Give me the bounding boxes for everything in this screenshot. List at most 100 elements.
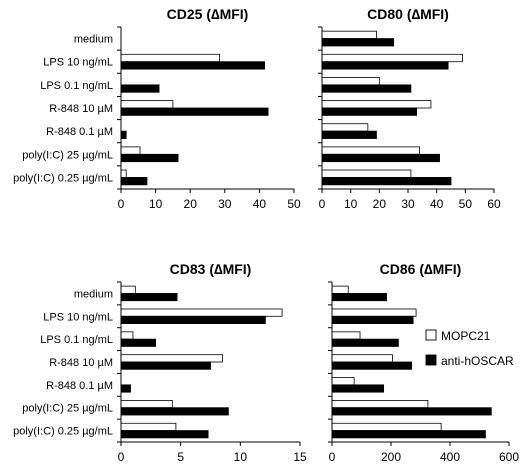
bar-anti-hoscar-6 bbox=[120, 177, 148, 186]
bar-mopc21-1 bbox=[331, 308, 417, 317]
bar-mopc21-0 bbox=[120, 285, 136, 294]
legend: MOPC21 anti-hOSCAR bbox=[425, 329, 514, 368]
bar-anti-hoscar-5 bbox=[120, 153, 179, 163]
bar-mopc21-5 bbox=[331, 399, 429, 409]
bar-mopc21-6 bbox=[321, 169, 412, 178]
category-label: poly(I:C) 0.25 µg/mL bbox=[13, 172, 113, 184]
bar-anti-hoscar-1 bbox=[321, 61, 449, 70]
chart-panel-2: CD83 (∆MFI) medium LPS 10 ng/mL LPS 0.1 ng/… bbox=[13, 261, 307, 464]
x-tick-label: 10 bbox=[234, 450, 248, 464]
bar-anti-hoscar-3 bbox=[321, 107, 417, 116]
bar-anti-hoscar-6 bbox=[321, 177, 452, 186]
category-label: medium bbox=[74, 34, 113, 46]
bar-mopc21-3 bbox=[120, 354, 223, 363]
x-tick-label: 15 bbox=[293, 450, 307, 464]
bar-anti-hoscar-5 bbox=[321, 153, 440, 163]
bar-anti-hoscar-0 bbox=[321, 38, 395, 47]
x-tick-label: 20 bbox=[184, 197, 198, 211]
bar-anti-hoscar-1 bbox=[120, 315, 266, 325]
bar-mopc21-0 bbox=[321, 30, 377, 39]
bar-anti-hoscar-4 bbox=[331, 384, 385, 393]
legend-label: anti-hOSCAR bbox=[441, 354, 514, 368]
bar-mopc21-2 bbox=[321, 77, 380, 86]
bar-mopc21-6 bbox=[331, 422, 442, 431]
x-tick-label: 20 bbox=[373, 197, 387, 211]
bar-mopc21-3 bbox=[321, 100, 432, 109]
legend-swatch-anti-hoscar bbox=[425, 354, 437, 366]
chart-title: CD83 (∆MFI) bbox=[170, 261, 252, 277]
bar-anti-hoscar-0 bbox=[120, 293, 178, 302]
bar-anti-hoscar-6 bbox=[120, 430, 209, 439]
bar-anti-hoscar-3 bbox=[120, 361, 211, 370]
bar-mopc21-1 bbox=[321, 53, 463, 63]
bar-mopc21-5 bbox=[120, 146, 141, 155]
x-tick-label: 0 bbox=[118, 450, 125, 464]
bar-anti-hoscar-4 bbox=[321, 130, 377, 139]
bar-anti-hoscar-2 bbox=[331, 338, 399, 347]
category-label: poly(I:C) 25 µg/mL bbox=[22, 149, 113, 161]
bar-mopc21-1 bbox=[120, 53, 221, 63]
bar-mopc21-6 bbox=[120, 422, 177, 431]
category-label: poly(I:C) 0.25 µg/mL bbox=[13, 426, 113, 438]
chart-title: CD80 (∆MFI) bbox=[367, 6, 449, 22]
category-label: R-848 0.1 µM bbox=[46, 126, 113, 138]
bar-anti-hoscar-3 bbox=[331, 361, 413, 370]
x-tick-label: 0 bbox=[319, 197, 326, 211]
x-tick-label: 50 bbox=[459, 197, 473, 211]
bar-mopc21-6 bbox=[120, 169, 127, 178]
bar-mopc21-0 bbox=[331, 285, 349, 294]
bar-mopc21-3 bbox=[120, 100, 174, 109]
bar-anti-hoscar-2 bbox=[120, 84, 160, 93]
category-label: LPS 10 ng/mL bbox=[43, 57, 113, 69]
bar-mopc21-1 bbox=[120, 308, 283, 317]
bar-anti-hoscar-6 bbox=[331, 430, 486, 439]
chart-title: CD25 (∆MFI) bbox=[167, 6, 249, 22]
bar-mopc21-5 bbox=[120, 399, 173, 409]
category-label: medium bbox=[74, 288, 113, 300]
bar-mopc21-2 bbox=[331, 331, 361, 340]
bar-anti-hoscar-1 bbox=[331, 315, 414, 325]
chart-panel-0: CD25 (∆MFI) medium LPS 10 ng/mL LPS 0.1 ng/… bbox=[13, 6, 301, 211]
x-tick-label: 5 bbox=[177, 450, 184, 464]
category-label: R-848 10 µM bbox=[49, 357, 113, 369]
bar-mopc21-4 bbox=[331, 377, 355, 386]
x-tick-label: 0 bbox=[329, 450, 336, 464]
x-tick-label: 10 bbox=[344, 197, 358, 211]
x-tick-label: 10 bbox=[149, 197, 163, 211]
bar-mopc21-2 bbox=[120, 331, 134, 340]
x-tick-label: 50 bbox=[287, 197, 301, 211]
chart-panel-1: CD80 (∆MFI) 0 10 20 30 40 50 60 bbox=[318, 6, 501, 211]
x-tick-label: 400 bbox=[440, 450, 460, 464]
x-tick-label: 30 bbox=[401, 197, 415, 211]
x-tick-label: 40 bbox=[253, 197, 267, 211]
category-label: LPS 10 ng/mL bbox=[43, 311, 113, 323]
category-label: R-848 10 µM bbox=[49, 103, 113, 115]
legend-label: MOPC21 bbox=[441, 329, 491, 343]
bar-anti-hoscar-1 bbox=[120, 61, 265, 70]
bar-anti-hoscar-4 bbox=[120, 384, 131, 393]
x-tick-label: 40 bbox=[430, 197, 444, 211]
category-label: LPS 0.1 ng/mL bbox=[40, 80, 113, 92]
category-label: poly(I:C) 25 µg/mL bbox=[22, 403, 113, 415]
bar-mopc21-3 bbox=[331, 354, 393, 363]
bar-anti-hoscar-5 bbox=[120, 407, 229, 416]
x-tick-label: 30 bbox=[218, 197, 232, 211]
bar-anti-hoscar-5 bbox=[331, 407, 492, 416]
category-label: LPS 0.1 ng/mL bbox=[40, 334, 113, 346]
bar-mopc21-4 bbox=[321, 123, 369, 132]
category-label: R-848 0.1 µM bbox=[46, 380, 113, 392]
chart-panel-3: CD86 (∆MFI) 0 200 400 600 MOPC21 anti-hOSCAR bbox=[328, 261, 519, 464]
bar-mopc21-5 bbox=[321, 146, 420, 155]
x-tick-label: 0 bbox=[118, 197, 125, 211]
bar-anti-hoscar-3 bbox=[120, 107, 269, 116]
x-tick-label: 60 bbox=[487, 197, 501, 211]
bar-anti-hoscar-0 bbox=[331, 293, 387, 302]
legend-swatch-mopc21 bbox=[425, 329, 437, 341]
x-tick-label: 200 bbox=[381, 450, 401, 464]
chart-title: CD86 (∆MFI) bbox=[380, 261, 462, 277]
bar-anti-hoscar-4 bbox=[120, 130, 127, 139]
x-tick-label: 600 bbox=[499, 450, 519, 464]
bar-anti-hoscar-2 bbox=[321, 84, 412, 93]
bar-anti-hoscar-2 bbox=[120, 338, 157, 347]
